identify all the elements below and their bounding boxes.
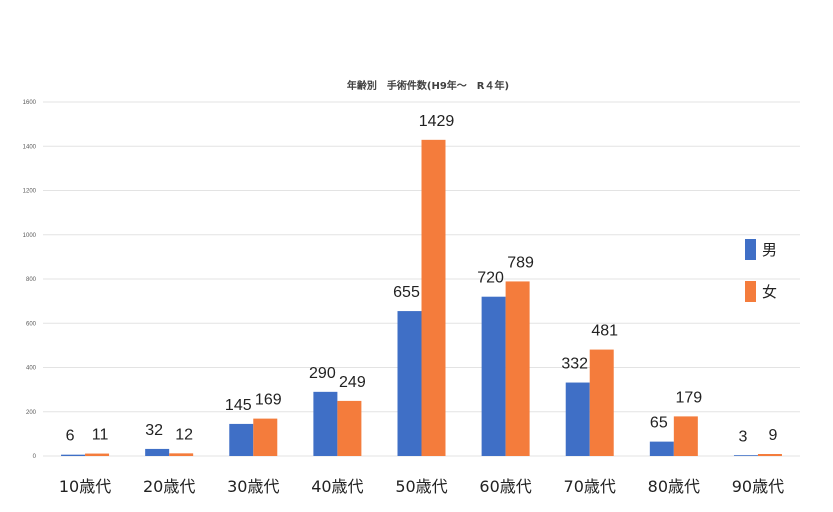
data-label: 6 <box>66 428 75 445</box>
bars <box>61 139 782 457</box>
y-tick-label: 1000 <box>23 233 37 239</box>
legend: 男女 <box>745 239 777 302</box>
x-tick-label: 50歳代 <box>395 477 447 496</box>
bar-女-60歳代 <box>505 281 530 456</box>
y-axis-ticks: 0 200 400 600 800 1000 1200 1400 1600 <box>23 100 37 460</box>
y-tick-label: 0 <box>33 454 37 460</box>
x-axis-ticks: 10歳代 20歳代 30歳代 40歳代 50歳代 60歳代 70歳代 80歳代 90歳代 <box>59 477 784 496</box>
bar-男-10歳代 <box>61 454 86 456</box>
y-tick-label: 800 <box>26 277 37 283</box>
data-label: 9 <box>768 427 777 444</box>
bar-女-50歳代 <box>421 139 446 457</box>
bar-男-60歳代 <box>481 296 506 456</box>
bar-女-10歳代 <box>85 453 110 456</box>
data-label: 169 <box>255 392 282 409</box>
data-label: 720 <box>477 270 504 287</box>
legend-swatch <box>745 239 756 260</box>
y-tick-label: 1200 <box>23 189 37 195</box>
bar-女-30歳代 <box>253 418 278 456</box>
y-tick-label: 200 <box>26 410 37 416</box>
bar-男-20歳代 <box>145 448 170 456</box>
y-tick-label: 1400 <box>23 144 37 150</box>
chart-title: 年齢別 手術件数(H9年〜 R４年) <box>347 79 509 92</box>
x-tick-label: 90歳代 <box>732 477 784 496</box>
data-label: 481 <box>591 323 618 340</box>
bar-女-40歳代 <box>337 400 362 456</box>
legend-swatch <box>745 281 756 302</box>
bar-女-70歳代 <box>589 349 614 456</box>
data-label: 249 <box>339 374 366 391</box>
data-label: 179 <box>675 389 702 406</box>
data-label: 12 <box>175 426 193 443</box>
data-label: 789 <box>507 254 534 271</box>
bar-男-80歳代 <box>649 441 674 456</box>
x-tick-label: 30歳代 <box>227 477 279 496</box>
legend-label: 女 <box>762 283 777 301</box>
bar-男-30歳代 <box>229 423 254 456</box>
bar-男-40歳代 <box>313 391 338 456</box>
data-label: 290 <box>309 365 336 382</box>
data-label: 332 <box>561 356 588 373</box>
data-label: 655 <box>393 284 420 301</box>
x-tick-label: 10歳代 <box>59 477 111 496</box>
x-tick-label: 80歳代 <box>648 477 700 496</box>
bar-男-90歳代 <box>733 455 758 456</box>
y-tick-label: 400 <box>26 366 37 372</box>
data-label: 3 <box>738 428 747 445</box>
legend-label: 男 <box>762 241 777 259</box>
data-label: 32 <box>145 422 163 439</box>
bar-女-90歳代 <box>757 454 782 456</box>
x-tick-label: 40歳代 <box>311 477 363 496</box>
data-label: 145 <box>225 397 252 414</box>
x-tick-label: 20歳代 <box>143 477 195 496</box>
data-label: 11 <box>92 427 109 444</box>
bar-男-70歳代 <box>565 382 590 456</box>
bar-男-50歳代 <box>397 311 422 456</box>
y-tick-label: 1600 <box>23 100 37 106</box>
data-label: 65 <box>650 415 668 432</box>
bar-女-80歳代 <box>673 416 698 456</box>
x-tick-label: 60歳代 <box>479 477 531 496</box>
y-tick-label: 600 <box>26 321 37 327</box>
x-tick-label: 70歳代 <box>564 477 616 496</box>
data-label: 1429 <box>419 113 455 130</box>
bar-女-20歳代 <box>169 453 194 456</box>
